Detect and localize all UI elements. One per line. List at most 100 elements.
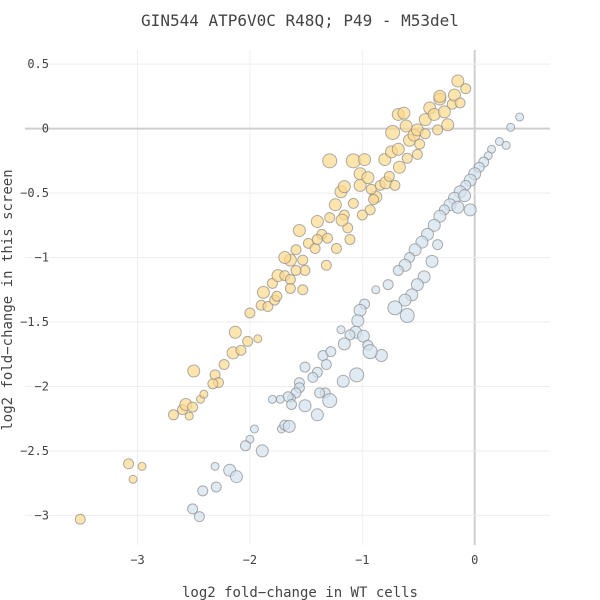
data-point-blue[interactable] (336, 374, 350, 388)
data-point-blue[interactable] (229, 470, 243, 484)
data-point-orange[interactable] (347, 197, 359, 209)
data-point-blue[interactable] (310, 408, 324, 422)
data-point-orange[interactable] (328, 198, 342, 212)
data-point-blue[interactable] (349, 367, 365, 383)
data-point-blue[interactable] (351, 314, 365, 328)
data-point-blue[interactable] (362, 344, 378, 360)
data-point-blue[interactable] (515, 112, 525, 122)
data-point-orange[interactable] (356, 209, 368, 221)
data-point-orange[interactable] (290, 244, 302, 256)
data-point-blue[interactable] (299, 361, 311, 373)
data-point-orange[interactable] (311, 233, 323, 245)
data-point-orange[interactable] (368, 194, 380, 206)
data-point-orange[interactable] (74, 513, 86, 525)
data-point-orange[interactable] (460, 83, 472, 95)
data-point-orange[interactable] (292, 223, 306, 237)
data-point-blue[interactable] (337, 337, 351, 351)
data-point-blue[interactable] (398, 293, 412, 307)
data-point-orange[interactable] (218, 359, 230, 371)
data-point-blue[interactable] (392, 264, 404, 276)
data-point-blue[interactable] (463, 203, 477, 217)
data-point-orange[interactable] (451, 74, 465, 88)
data-point-orange[interactable] (419, 128, 431, 140)
data-point-blue[interactable] (255, 444, 269, 458)
data-point-blue[interactable] (399, 308, 415, 324)
data-point-orange[interactable] (391, 142, 405, 156)
data-point-orange[interactable] (271, 290, 283, 302)
data-point-orange[interactable] (389, 179, 401, 191)
data-point-orange[interactable] (297, 284, 309, 296)
data-point-orange[interactable] (383, 170, 395, 182)
data-point-orange[interactable] (397, 106, 411, 120)
data-point-orange[interactable] (414, 138, 426, 150)
data-point-orange[interactable] (454, 97, 466, 109)
data-point-orange[interactable] (322, 153, 338, 169)
data-point-orange[interactable] (411, 148, 423, 160)
data-point-orange[interactable] (123, 458, 135, 470)
data-point-orange[interactable] (256, 285, 270, 299)
data-point-blue[interactable] (210, 481, 222, 493)
data-point-orange[interactable] (284, 282, 296, 294)
data-point-blue[interactable] (506, 122, 516, 132)
data-point-blue[interactable] (344, 329, 356, 341)
data-point-blue[interactable] (427, 218, 441, 232)
data-point-orange[interactable] (365, 183, 377, 195)
data-point-orange[interactable] (399, 119, 413, 133)
data-point-orange[interactable] (392, 160, 406, 174)
data-point-blue[interactable] (322, 393, 338, 409)
data-point-orange[interactable] (284, 273, 296, 285)
data-point-orange[interactable] (437, 105, 451, 119)
data-point-blue[interactable] (494, 137, 504, 147)
data-point-orange[interactable] (168, 409, 180, 421)
data-point-blue[interactable] (432, 239, 444, 251)
data-point-blue[interactable] (336, 325, 346, 335)
data-point-orange[interactable] (309, 243, 321, 255)
data-point-orange[interactable] (324, 212, 336, 224)
data-point-orange[interactable] (187, 364, 201, 378)
data-point-orange[interactable] (184, 411, 194, 421)
data-point-blue[interactable] (458, 189, 472, 203)
data-point-blue[interactable] (371, 285, 381, 295)
data-point-orange[interactable] (401, 152, 413, 164)
data-point-blue[interactable] (320, 359, 332, 371)
data-point-blue[interactable] (387, 300, 403, 316)
data-point-blue[interactable] (210, 461, 220, 471)
data-point-orange[interactable] (278, 251, 292, 265)
data-point-orange[interactable] (199, 389, 209, 399)
data-point-blue[interactable] (275, 394, 285, 404)
data-point-orange[interactable] (321, 232, 333, 244)
data-point-blue[interactable] (239, 440, 251, 452)
data-point-orange[interactable] (330, 243, 342, 255)
data-point-blue[interactable] (501, 140, 511, 150)
data-point-blue[interactable] (193, 511, 205, 523)
data-point-orange[interactable] (290, 264, 302, 276)
data-point-blue[interactable] (410, 278, 424, 292)
data-point-blue[interactable] (298, 399, 312, 413)
data-point-orange[interactable] (358, 153, 372, 167)
data-point-orange[interactable] (128, 474, 138, 484)
data-point-orange[interactable] (253, 334, 263, 344)
data-point-orange[interactable] (344, 233, 356, 245)
data-point-orange[interactable] (207, 378, 219, 390)
data-point-blue[interactable] (187, 503, 199, 515)
data-point-blue[interactable] (382, 279, 394, 291)
data-point-orange[interactable] (235, 344, 247, 356)
data-point-blue[interactable] (451, 200, 465, 214)
data-point-blue[interactable] (197, 485, 209, 497)
data-point-orange[interactable] (242, 335, 254, 347)
data-point-blue[interactable] (282, 419, 296, 433)
data-point-orange[interactable] (385, 125, 401, 140)
data-point-blue[interactable] (425, 254, 439, 268)
data-point-orange[interactable] (297, 254, 309, 266)
data-point-orange[interactable] (187, 401, 199, 413)
data-point-blue[interactable] (325, 346, 337, 358)
data-point-blue[interactable] (307, 371, 319, 383)
data-point-blue[interactable] (286, 398, 298, 410)
data-point-orange[interactable] (433, 89, 447, 103)
data-point-orange[interactable] (262, 301, 274, 313)
data-point-orange[interactable] (441, 118, 455, 132)
data-point-orange[interactable] (337, 180, 351, 194)
data-point-orange[interactable] (335, 213, 349, 227)
data-point-orange[interactable] (361, 171, 375, 185)
data-point-blue[interactable] (314, 387, 326, 399)
